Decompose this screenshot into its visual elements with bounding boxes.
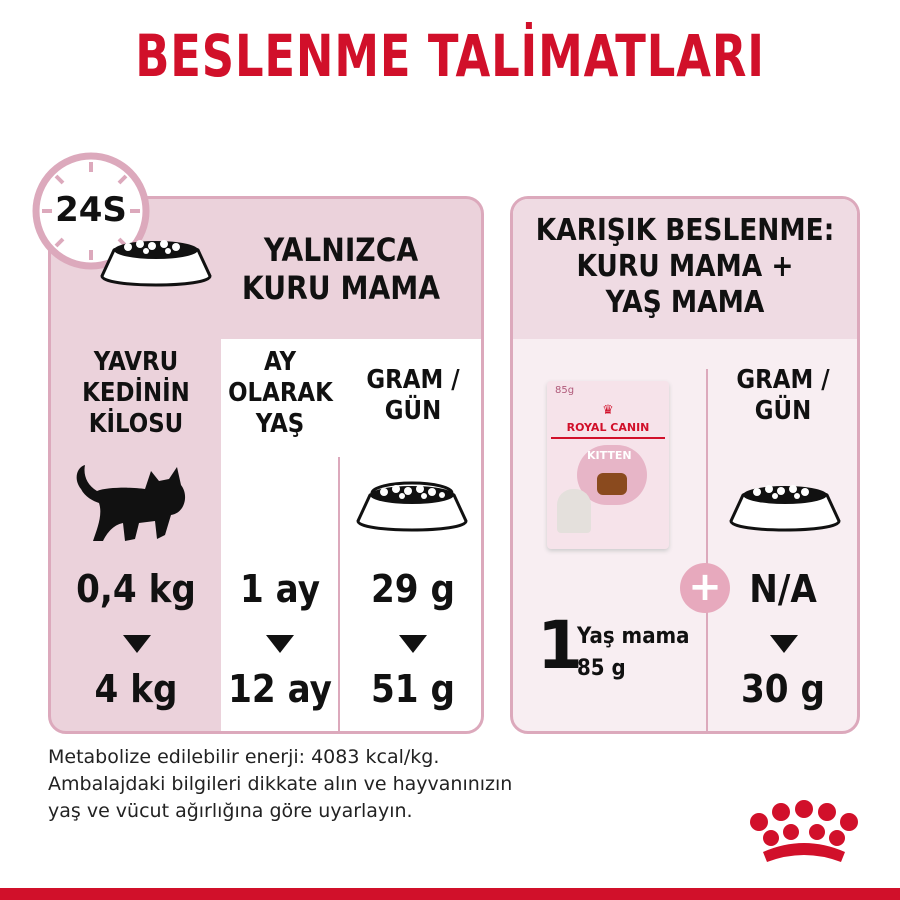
pouch-kitten xyxy=(557,489,591,533)
food-bowl-icon xyxy=(100,240,212,287)
weight-to: 4 kg xyxy=(94,667,178,711)
gram-column-header: GRAM / GÜN xyxy=(717,365,849,427)
mixed-header-bg xyxy=(513,199,857,339)
white-columns-bg xyxy=(221,339,481,731)
note-line: Ambalajdaki bilgileri dikkate alın ve ha… xyxy=(48,773,513,795)
feeding-note: Metabolize edilebilir enerji: 4083 kcal/… xyxy=(48,744,512,825)
clock-icon xyxy=(32,152,150,270)
age-column-header: AY OLARAK YAŞ xyxy=(228,347,333,441)
dry-heading: YALNIZCA KURU MAMA xyxy=(227,231,456,308)
note-line: yaş ve vücut ağırlığına göre uyarlayın. xyxy=(48,800,413,822)
weight-column-header: YAVRU KEDİNİN KİLOSU xyxy=(61,347,211,441)
dry-food-panel: YALNIZCA KURU MAMA YAVRU KEDİNİN KİLOSU … xyxy=(48,196,484,734)
heading-line: KURU MAMA xyxy=(241,269,441,308)
heading-line: YAŞ MAMA xyxy=(605,285,765,320)
wet-label: Yaş mama xyxy=(577,624,690,649)
age-to: 12 ay xyxy=(228,667,332,711)
header-line: GÜN xyxy=(754,396,812,427)
mixed-gram-from: N/A xyxy=(749,567,817,611)
page-title: BESLENME TALİMATLARI xyxy=(135,22,765,90)
heading-line: KARIŞIK BESLENME: xyxy=(535,213,835,248)
pouch-product: KITTEN xyxy=(587,449,632,462)
kitten-silhouette-icon xyxy=(76,465,186,541)
food-bowl-icon xyxy=(729,485,841,532)
header-line: GRAM / xyxy=(736,365,830,395)
mixed-food-panel: KARIŞIK BESLENME: KURU MAMA + YAŞ MAMA 8… xyxy=(510,196,860,734)
header-line: YAŞ xyxy=(255,409,305,440)
header-line: KİLOSU xyxy=(88,409,184,440)
gram-from: 29 g xyxy=(371,567,455,611)
arrow-down-icon xyxy=(399,635,427,653)
heading-line: KURU MAMA + xyxy=(576,249,794,284)
wet-count: 1 xyxy=(537,607,583,684)
pouch-weight: 85g xyxy=(555,385,575,396)
header-line: OLARAK xyxy=(228,378,333,409)
heading-line: YALNIZCA xyxy=(263,231,419,269)
royal-canin-crown-logo xyxy=(750,800,858,862)
column-divider xyxy=(706,369,708,731)
plus-icon: + xyxy=(680,563,730,613)
arrow-down-icon xyxy=(770,635,798,653)
clock-badge-text: 24S xyxy=(55,190,127,230)
header-line: KEDİNİN xyxy=(82,378,190,409)
food-bowl-icon xyxy=(356,481,468,532)
mixed-heading: KARIŞIK BESLENME: KURU MAMA + YAŞ MAMA xyxy=(534,213,837,321)
arrow-down-icon xyxy=(266,635,294,653)
royal-canin-crown-logo: ♛ xyxy=(602,403,614,418)
pouch-stripe xyxy=(551,437,665,439)
arrow-down-icon xyxy=(123,635,151,653)
gram-column-header: GRAM / GÜN xyxy=(348,365,478,427)
wet-description: Yaş mama 85 g xyxy=(577,621,690,685)
age-from: 1 ay xyxy=(239,567,321,611)
pouch-brand: ROYAL CANIN xyxy=(566,421,650,434)
mixed-gram-to: 30 g xyxy=(741,667,825,711)
note-line: Metabolize edilebilir enerji: 4083 kcal/… xyxy=(48,746,440,768)
gram-to: 51 g xyxy=(371,667,455,711)
header-line: GÜN xyxy=(384,396,442,427)
wet-food-pouch-image: 85g ♛ ROYAL CANIN KITTEN xyxy=(547,381,669,549)
column-divider xyxy=(338,457,340,731)
bottom-brand-bar xyxy=(0,888,900,900)
header-line: YAVRU xyxy=(93,347,179,377)
wet-weight: 85 g xyxy=(577,656,626,681)
header-line: AY xyxy=(263,347,297,377)
weight-from: 0,4 kg xyxy=(76,567,196,611)
pouch-food-chunks xyxy=(597,473,627,495)
header-line: GRAM / xyxy=(366,365,460,395)
